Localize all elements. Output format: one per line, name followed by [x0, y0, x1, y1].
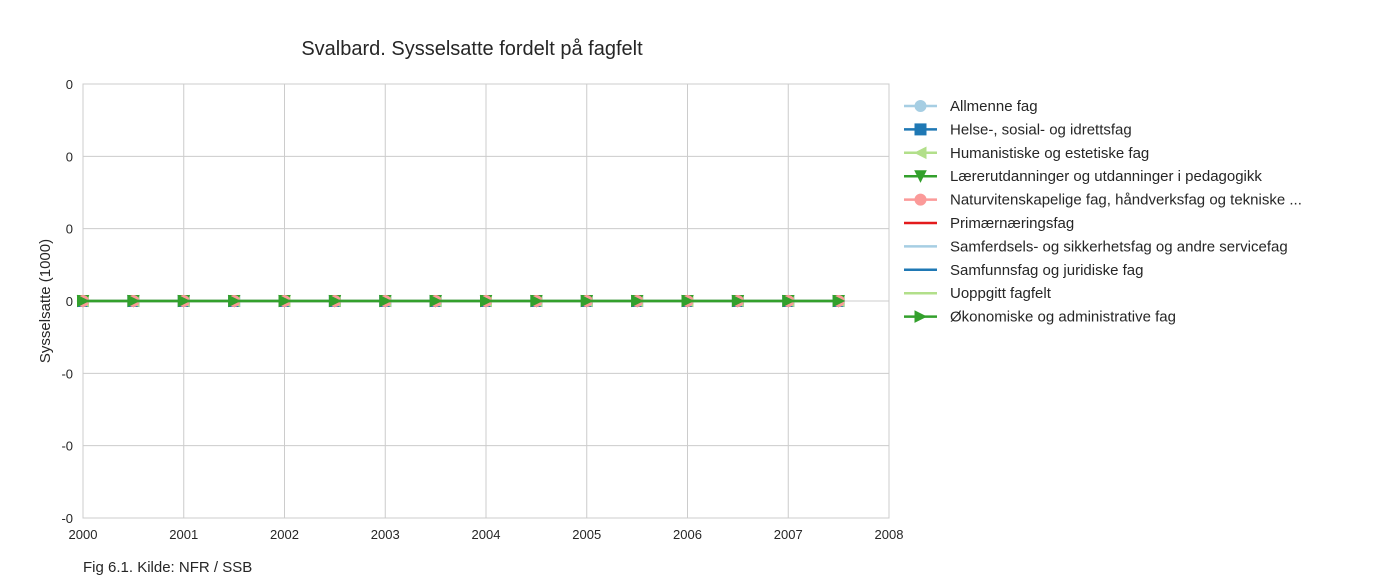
data-point — [480, 294, 493, 308]
figure-caption: Fig 6.1. Kilde: NFR / SSB — [83, 559, 252, 576]
x-tick-label: 2002 — [270, 527, 299, 542]
data-point — [832, 294, 846, 308]
data-point — [782, 294, 795, 308]
x-tick-label: 2005 — [572, 527, 601, 542]
legend-label: Naturvitenskapelige fag, håndverksfag og… — [950, 192, 1302, 209]
legend-item: Humanistiske og estetiske fag — [904, 145, 1149, 162]
x-tick-label: 2001 — [169, 527, 198, 542]
legend-item: Naturvitenskapelige fag, håndverksfag og… — [904, 192, 1302, 209]
x-tick-label: 2006 — [673, 527, 702, 542]
legend-label: Helse-, sosial- og idrettsfag — [950, 121, 1132, 138]
legend-item: Allmenne fag — [904, 98, 1038, 115]
data-point — [328, 294, 342, 308]
x-tick-label: 2000 — [69, 527, 98, 542]
data-point — [631, 294, 644, 308]
legend-item: Helse-, sosial- og idrettsfag — [904, 121, 1132, 138]
y-tick-label: -0 — [61, 366, 73, 381]
data-point — [127, 294, 140, 308]
legend: Allmenne fag Helse-, sosial- og idrettsfa… — [904, 98, 1302, 326]
legend-marker — [914, 310, 928, 323]
legend-marker — [914, 170, 927, 183]
series-layer — [76, 294, 846, 308]
data-point — [278, 294, 292, 308]
y-tick-label: 0 — [66, 149, 73, 164]
legend-marker — [914, 100, 927, 112]
y-tick-label: 0 — [66, 294, 73, 309]
legend-marker — [913, 146, 927, 160]
legend-label: Allmenne fag — [950, 98, 1038, 115]
legend-label: Økonomiske og administrative fag — [950, 309, 1176, 326]
y-tick-label: -0 — [61, 439, 73, 454]
y-tick-label: 0 — [66, 222, 73, 237]
data-point — [228, 294, 241, 308]
y-tick-label: -0 — [61, 511, 73, 526]
data-point — [177, 294, 191, 308]
legend-item: Primærnæringsfag — [904, 215, 1074, 232]
legend-label: Samferdsels- og sikkerhetsfag og andre s… — [950, 238, 1288, 255]
legend-label: Uoppgitt fagfelt — [950, 285, 1052, 302]
legend-item: Uoppgitt fagfelt — [904, 285, 1052, 302]
x-tick-label: 2004 — [472, 527, 501, 542]
x-tick-label: 2007 — [774, 527, 803, 542]
data-point — [379, 294, 392, 308]
legend-item: Samferdsels- og sikkerhetsfag og andre s… — [904, 238, 1288, 255]
x-axis-ticks: 2000 2001 2002 2003 2004 2005 2006 2007 2008 — [69, 527, 904, 542]
y-tick-label: 0 — [66, 77, 73, 92]
chart-title: Svalbard. Sysselsatte fordelt på fagfelt — [301, 38, 643, 60]
series-group — [77, 294, 846, 308]
data-point — [580, 294, 594, 308]
data-point — [429, 294, 443, 308]
legend-marker — [914, 123, 927, 136]
legend-label: Lærerutdanninger og utdanninger i pedago… — [950, 168, 1262, 185]
legend-label: Primærnæringsfag — [950, 215, 1074, 232]
legend-label: Samfunnsfag og juridiske fag — [950, 262, 1143, 279]
legend-marker — [914, 193, 927, 206]
data-point — [681, 294, 695, 308]
data-point — [530, 294, 543, 308]
legend-item: Økonomiske og administrative fag — [904, 309, 1176, 326]
x-tick-label: 2008 — [875, 527, 904, 542]
data-point — [731, 294, 745, 308]
legend-item: Lærerutdanninger og utdanninger i pedago… — [904, 168, 1262, 185]
x-tick-label: 2003 — [371, 527, 400, 542]
legend-item: Samfunnsfag og juridiske fag — [904, 262, 1143, 279]
y-axis-label: Sysselsatte (1000) — [37, 239, 54, 363]
y-axis-ticks: 0 0 0 0 -0 -0 -0 — [61, 77, 73, 526]
legend-label: Humanistiske og estetiske fag — [950, 145, 1149, 162]
data-point — [77, 294, 90, 308]
